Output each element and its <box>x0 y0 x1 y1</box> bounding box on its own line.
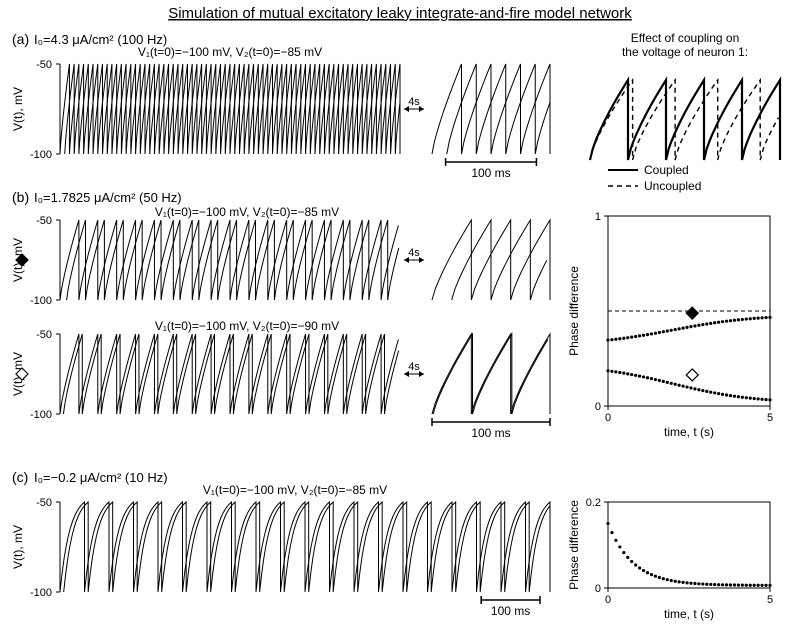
svg-text:Phase difference: Phase difference <box>567 266 581 356</box>
svg-text:100 ms: 100 ms <box>471 426 510 440</box>
svg-text:Phase difference: Phase difference <box>567 500 581 590</box>
svg-text:-50: -50 <box>36 59 52 71</box>
svg-text:0.2: 0.2 <box>586 497 601 509</box>
svg-text:0: 0 <box>605 594 611 606</box>
svg-text:0: 0 <box>605 412 611 424</box>
svg-text:-50: -50 <box>36 497 52 509</box>
svg-text:100 ms: 100 ms <box>491 604 530 618</box>
svg-text:5: 5 <box>767 412 773 424</box>
svg-text:time, t (s): time, t (s) <box>664 425 714 439</box>
svg-text:100 ms: 100 ms <box>471 166 510 180</box>
svg-text:V₁(t=0)=−100 mV, V₂(t=0)=−85 m: V₁(t=0)=−100 mV, V₂(t=0)=−85 mV <box>203 483 387 497</box>
svg-text:0: 0 <box>595 401 601 413</box>
svg-text:-100: -100 <box>30 409 52 421</box>
svg-text:V₁(t=0)=−100 mV, V₂(t=0)=−90 m: V₁(t=0)=−100 mV, V₂(t=0)=−90 mV <box>155 319 339 333</box>
svg-text:V₁(t=0)=−100 mV, V₂(t=0)=−85 m: V₁(t=0)=−100 mV, V₂(t=0)=−85 mV <box>138 45 322 59</box>
svg-text:Uncoupled: Uncoupled <box>644 179 701 193</box>
svg-text:I₀=−0.2 μA/cm² (10 Hz): I₀=−0.2 μA/cm² (10 Hz) <box>34 470 168 485</box>
svg-text:V(t), mV: V(t), mV <box>11 87 25 131</box>
svg-text:V₁(t=0)=−100 mV, V₂(t=0)=−85 m: V₁(t=0)=−100 mV, V₂(t=0)=−85 mV <box>155 205 339 219</box>
svg-text:4s: 4s <box>408 361 420 373</box>
svg-text:0: 0 <box>595 583 601 595</box>
svg-text:(a): (a) <box>12 31 29 47</box>
svg-text:-100: -100 <box>30 587 52 599</box>
svg-text:4s: 4s <box>408 96 420 108</box>
svg-text:-50: -50 <box>36 215 52 227</box>
svg-text:(c): (c) <box>12 469 28 485</box>
figure-root: Simulation of mutual excitatory leaky in… <box>0 0 800 640</box>
svg-text:(b): (b) <box>12 189 29 205</box>
svg-text:the voltage of neuron 1:: the voltage of neuron 1: <box>622 45 748 59</box>
svg-text:I₀=1.7825 μA/cm² (50 Hz): I₀=1.7825 μA/cm² (50 Hz) <box>34 190 182 205</box>
svg-text:1: 1 <box>595 211 601 223</box>
svg-text:4s: 4s <box>408 247 420 259</box>
svg-text:time, t (s): time, t (s) <box>664 607 714 621</box>
svg-text:Effect of coupling on: Effect of coupling on <box>631 31 740 45</box>
svg-text:-100: -100 <box>30 149 52 161</box>
svg-text:5: 5 <box>767 594 773 606</box>
svg-text:Simulation of mutual excitator: Simulation of mutual excitatory leaky in… <box>168 5 632 22</box>
svg-text:Coupled: Coupled <box>644 163 689 177</box>
svg-text:-50: -50 <box>36 329 52 341</box>
svg-text:-100: -100 <box>30 295 52 307</box>
svg-text:V(t), mV: V(t), mV <box>11 525 25 569</box>
